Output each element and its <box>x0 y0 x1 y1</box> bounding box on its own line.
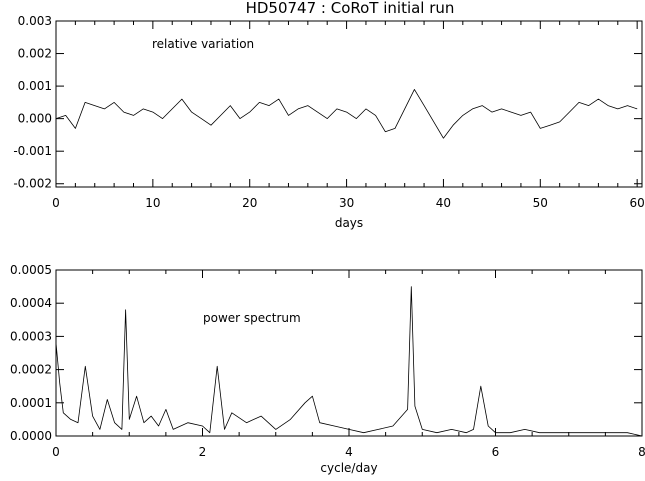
relative-variation-panel: relative variation days 0 10 20 30 40 50 60 -0.… <box>13 14 644 230</box>
x-tick-label: 50 <box>533 196 548 210</box>
light-curve-line <box>55 89 638 139</box>
series-annotation: relative variation <box>152 37 254 51</box>
x-axis-label: cycle/day <box>320 461 377 475</box>
y-tick-label: 0.0000 <box>10 429 52 443</box>
x-tick-label: 4 <box>345 445 353 459</box>
y-tick-label: 0.003 <box>18 14 52 28</box>
x-tick-label: 20 <box>242 196 257 210</box>
x-tick-label: 2 <box>199 445 207 459</box>
y-tick-label: 0.0003 <box>10 329 52 343</box>
y-tick-label: 0.000 <box>18 112 52 126</box>
power-spectrum-panel: power spectrum cycle/day 0 2 4 6 8 0.0000 0.00… <box>10 263 645 475</box>
y-tick-label: 0.0002 <box>10 363 52 377</box>
plot-frame <box>55 20 643 188</box>
y-tick-label: 0.0001 <box>10 396 52 410</box>
x-tick-label: 30 <box>339 196 354 210</box>
y-tick-label: 0.001 <box>18 79 52 93</box>
plot-frame <box>55 269 643 437</box>
x-tick-label: 8 <box>638 445 645 459</box>
x-tick-label: 10 <box>145 196 160 210</box>
y-tick-label: 0.002 <box>18 47 52 61</box>
x-tick-label: 40 <box>436 196 451 210</box>
axis-ticks: 0 10 20 30 40 50 60 -0.002 -0.001 0.000 0.001 0.002… <box>13 14 644 210</box>
axis-ticks: 0 2 4 6 8 0.0000 0.0001 0.0002 0.0003 0.0004 0.000… <box>10 263 645 459</box>
y-tick-label: -0.002 <box>13 177 52 191</box>
x-axis-label: days <box>335 216 363 230</box>
x-tick-label: 6 <box>492 445 500 459</box>
figure-title: HD50747 : CoRoT initial run <box>246 0 455 17</box>
y-tick-label: 0.0005 <box>10 263 52 277</box>
x-tick-label: 0 <box>52 445 60 459</box>
y-tick-label: -0.001 <box>13 144 52 158</box>
series-annotation: power spectrum <box>203 311 301 325</box>
x-tick-label: 60 <box>630 196 645 210</box>
x-tick-label: 0 <box>52 196 60 210</box>
y-tick-label: 0.0004 <box>10 296 52 310</box>
power-spectrum-line <box>55 286 643 437</box>
